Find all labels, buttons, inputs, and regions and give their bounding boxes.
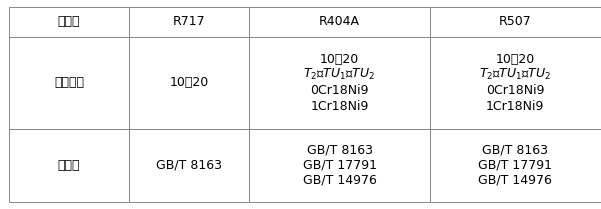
Text: 0Cr18Ni9: 0Cr18Ni9 (486, 84, 545, 97)
Bar (249, 129, 430, 202)
Bar (9, 129, 129, 202)
Text: GB/T 8163: GB/T 8163 (307, 144, 373, 157)
Text: 10，20: 10，20 (169, 76, 209, 89)
Text: GB/T 17791: GB/T 17791 (302, 159, 377, 172)
Text: 标准号: 标准号 (58, 159, 81, 172)
Bar (249, 7, 430, 37)
Text: $T_2$、$TU_1$、$TU_2$: $T_2$、$TU_1$、$TU_2$ (479, 67, 552, 82)
Text: R717: R717 (173, 15, 206, 28)
Text: 制冷剂: 制冷剂 (58, 15, 81, 28)
Bar (430, 7, 601, 37)
Text: $T_2$、$TU_1$、$TU_2$: $T_2$、$TU_1$、$TU_2$ (304, 67, 376, 82)
Bar (430, 129, 601, 202)
Text: GB/T 8163: GB/T 8163 (156, 159, 222, 172)
Bar (129, 7, 249, 37)
Bar (430, 37, 601, 129)
Text: 1Cr18Ni9: 1Cr18Ni9 (310, 99, 369, 113)
Text: 1Cr18Ni9: 1Cr18Ni9 (486, 99, 545, 113)
Text: GB/T 14976: GB/T 14976 (478, 174, 552, 187)
Text: GB/T 14976: GB/T 14976 (303, 174, 376, 187)
Bar (129, 129, 249, 202)
Text: R507: R507 (499, 15, 532, 28)
Text: GB/T 17791: GB/T 17791 (478, 159, 552, 172)
Text: 管材牌号: 管材牌号 (54, 76, 84, 89)
Bar (129, 37, 249, 129)
Text: GB/T 8163: GB/T 8163 (483, 144, 548, 157)
Bar (9, 37, 129, 129)
Text: 0Cr18Ni9: 0Cr18Ni9 (310, 84, 369, 97)
Text: 10，20: 10，20 (496, 52, 535, 66)
Text: 10，20: 10，20 (320, 52, 359, 66)
Text: R404A: R404A (319, 15, 360, 28)
Bar (9, 7, 129, 37)
Bar (249, 37, 430, 129)
